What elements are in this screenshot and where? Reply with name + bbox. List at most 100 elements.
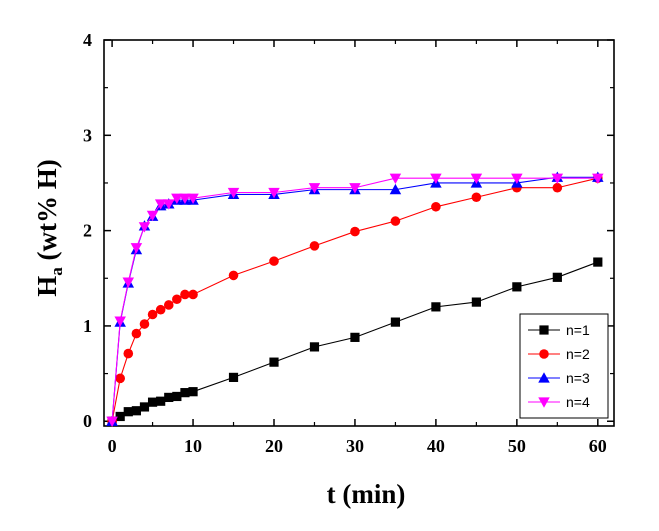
- data-point: [139, 402, 150, 412]
- data-point: [227, 187, 240, 199]
- data-point: [123, 348, 134, 359]
- x-tick-label: 40: [427, 436, 445, 456]
- x-tick-label: 60: [589, 436, 607, 456]
- data-point: [172, 294, 182, 305]
- legend-marker: [538, 397, 550, 408]
- data-point: [511, 173, 523, 184]
- y-tick-label: 3: [83, 125, 92, 145]
- y-tick-label: 1: [83, 316, 92, 336]
- data-point: [470, 173, 483, 184]
- data-point: [512, 282, 522, 292]
- data-point: [228, 270, 239, 281]
- data-point: [188, 289, 198, 300]
- data-point: [269, 256, 279, 266]
- legend-marker: [539, 325, 549, 335]
- legend-label: n=1: [566, 322, 590, 338]
- data-point: [269, 357, 279, 367]
- data-point: [592, 173, 604, 184]
- plot-frame: [103, 39, 615, 427]
- data-point: [138, 222, 151, 233]
- data-point: [180, 388, 190, 398]
- data-point: [389, 173, 402, 184]
- data-point: [431, 302, 441, 312]
- y-tick-label: 0: [83, 411, 92, 431]
- data-point: [430, 173, 442, 184]
- data-point: [350, 332, 360, 342]
- data-point: [114, 316, 126, 327]
- legend-item: n=4: [528, 394, 590, 410]
- x-tick-label: 20: [265, 436, 283, 456]
- legend-marker: [538, 372, 550, 383]
- data-point: [471, 297, 481, 307]
- data-point: [389, 183, 402, 195]
- legend-box: [519, 313, 609, 419]
- y-tick-label: 2: [83, 221, 92, 241]
- data-point: [123, 407, 133, 417]
- data-point: [115, 373, 125, 384]
- data-point: [188, 387, 198, 397]
- x-axis: 0 10 20 30 40 50 60: [108, 40, 607, 456]
- data-point: [180, 289, 190, 300]
- data-point: [309, 241, 320, 251]
- data-point: [171, 193, 183, 204]
- y-axis-title-main: H: [32, 276, 62, 297]
- legend-marker: [539, 349, 549, 359]
- data-point: [147, 397, 158, 407]
- plot-area: [103, 39, 615, 427]
- legend-item: n=2: [528, 346, 590, 362]
- data-point: [179, 193, 191, 204]
- data-point: [115, 411, 125, 422]
- x-axis-title: t (min): [327, 479, 406, 509]
- legend: n=1 n=2 n=3 n=4: [519, 313, 609, 419]
- data-point: [308, 183, 321, 194]
- data-point: [131, 406, 141, 416]
- data-point: [147, 309, 158, 320]
- data-point: [156, 396, 166, 406]
- x-tick-label: 10: [184, 436, 202, 456]
- y-axis: 0 1 2 3 4: [83, 30, 614, 431]
- data-point: [268, 187, 280, 199]
- legend-item: n=1: [528, 322, 590, 338]
- data-point: [172, 391, 182, 402]
- data-point: [309, 342, 320, 352]
- data-point: [131, 328, 142, 339]
- x-tick-label: 30: [346, 436, 364, 456]
- series-1: [107, 257, 603, 426]
- data-point: [122, 277, 135, 288]
- data-point: [163, 199, 175, 210]
- data-point: [390, 317, 401, 327]
- legend-label: n=2: [566, 346, 590, 362]
- data-point: [593, 257, 603, 267]
- data-point: [552, 182, 563, 193]
- legend-label: n=4: [566, 394, 590, 410]
- data-point: [130, 243, 143, 254]
- y-axis-title-rest: (wt% H): [32, 159, 62, 267]
- x-tick-label: 50: [508, 436, 526, 456]
- y-axis-title-subscript: a: [47, 267, 66, 276]
- legend-label: n=3: [566, 370, 590, 386]
- data-point: [154, 199, 167, 210]
- x-tick-label: 0: [108, 436, 117, 456]
- data-point: [164, 392, 174, 403]
- data-point: [163, 300, 174, 310]
- data-point: [106, 416, 118, 427]
- data-point: [146, 210, 159, 222]
- series-layer: [106, 171, 604, 427]
- data-point: [552, 272, 562, 282]
- y-tick-label: 4: [83, 30, 92, 50]
- data-point: [551, 173, 564, 184]
- data-point: [155, 304, 166, 315]
- data-point: [139, 319, 150, 329]
- data-point: [187, 193, 199, 204]
- series-4: [106, 173, 604, 427]
- data-point: [390, 216, 401, 226]
- data-point: [431, 201, 441, 212]
- series-2: [107, 173, 603, 427]
- data-point: [350, 226, 360, 237]
- data-point: [471, 192, 482, 203]
- y-axis-title: Ha (wt% H): [32, 159, 66, 297]
- data-point: [228, 372, 239, 382]
- legend-item: n=3: [528, 370, 590, 386]
- data-point: [349, 183, 361, 194]
